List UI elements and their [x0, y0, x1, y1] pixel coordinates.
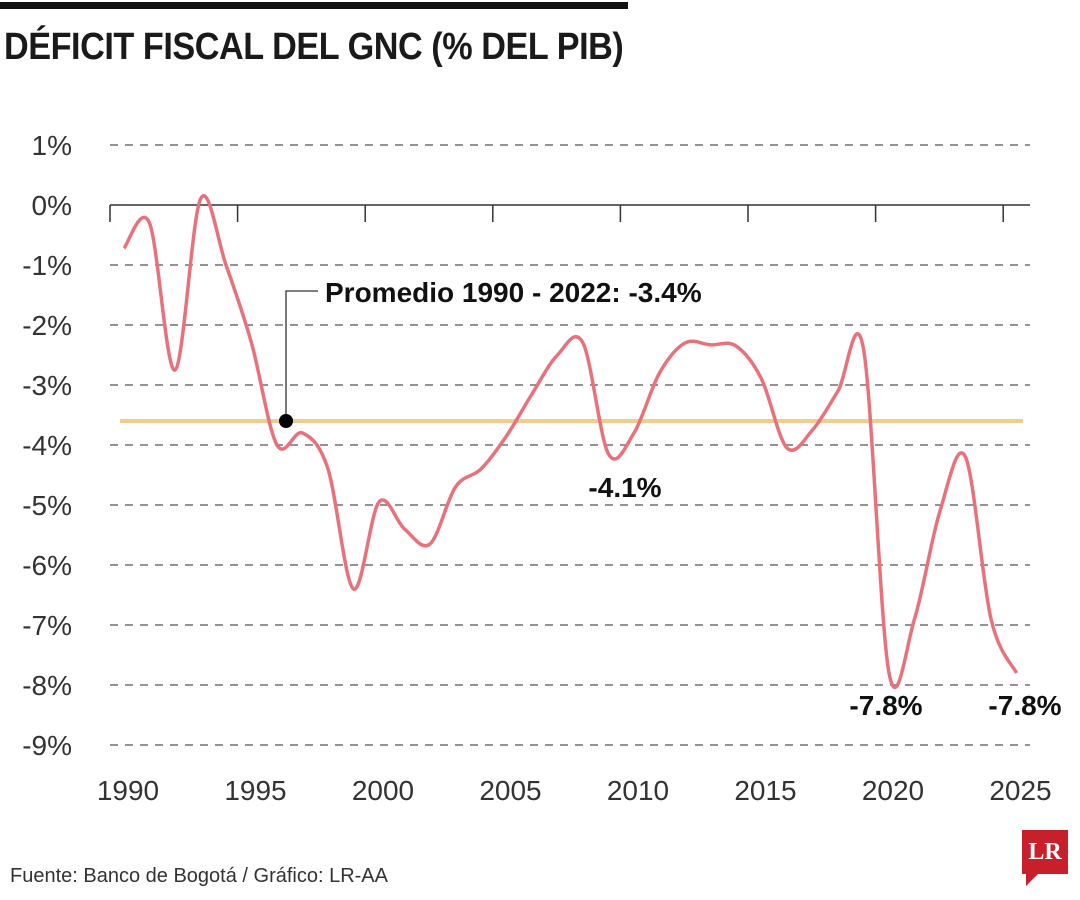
y-tick-label: -3%: [22, 370, 72, 401]
x-tick-label: 1995: [224, 775, 286, 806]
x-tick-label: 2000: [352, 775, 414, 806]
x-tick-label: 2015: [734, 775, 796, 806]
x-tick-label: 2020: [862, 775, 924, 806]
lr-logo: LR: [1022, 830, 1068, 886]
value-annotation: -7.8%: [988, 690, 1061, 721]
y-tick-label: -6%: [22, 550, 72, 581]
x-tick-label: 2005: [479, 775, 541, 806]
top-rule: [0, 2, 628, 9]
y-tick-label: -5%: [22, 490, 72, 521]
y-tick-label: -8%: [22, 670, 72, 701]
x-tick-label: 1990: [97, 775, 159, 806]
chart-title: DÉFICIT FISCAL DEL GNC (% DEL PIB): [4, 26, 624, 68]
y-tick-label: -2%: [22, 310, 72, 341]
value-annotation: -7.8%: [849, 690, 922, 721]
source-footer: Fuente: Banco de Bogotá / Gráfico: LR-AA: [10, 865, 388, 887]
y-tick-label: -1%: [22, 250, 72, 281]
x-tick-label: 2025: [989, 775, 1051, 806]
x-tick-label: 2010: [607, 775, 669, 806]
average-marker-dot: [279, 414, 293, 428]
y-tick-label: -4%: [22, 430, 72, 461]
y-tick-label: 1%: [32, 130, 72, 161]
y-tick-label: -7%: [22, 610, 72, 641]
y-tick-label: -9%: [22, 730, 72, 761]
average-label: Promedio 1990 - 2022: -3.4%: [325, 277, 702, 308]
y-tick-label: 0%: [32, 190, 72, 221]
average-leader-line: [285, 290, 318, 421]
deficit-series-line: [122, 194, 1019, 690]
value-annotation: -4.1%: [588, 472, 661, 503]
